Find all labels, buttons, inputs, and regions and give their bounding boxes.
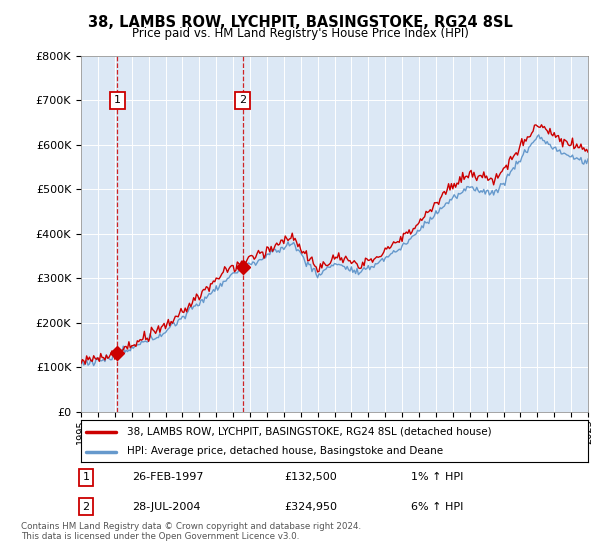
Text: £324,950: £324,950 <box>284 502 337 511</box>
Text: 2: 2 <box>83 502 89 511</box>
Text: 2: 2 <box>239 95 246 105</box>
Text: 38, LAMBS ROW, LYCHPIT, BASINGSTOKE, RG24 8SL: 38, LAMBS ROW, LYCHPIT, BASINGSTOKE, RG2… <box>88 15 512 30</box>
Bar <box>118 56 243 412</box>
Text: 1: 1 <box>114 95 121 105</box>
Text: 1% ↑ HPI: 1% ↑ HPI <box>410 473 463 482</box>
Text: 1: 1 <box>83 473 89 482</box>
Text: 26-FEB-1997: 26-FEB-1997 <box>132 473 203 482</box>
Text: 38, LAMBS ROW, LYCHPIT, BASINGSTOKE, RG24 8SL (detached house): 38, LAMBS ROW, LYCHPIT, BASINGSTOKE, RG2… <box>127 427 491 437</box>
Text: HPI: Average price, detached house, Basingstoke and Deane: HPI: Average price, detached house, Basi… <box>127 446 443 456</box>
Text: 6% ↑ HPI: 6% ↑ HPI <box>410 502 463 511</box>
Text: Price paid vs. HM Land Registry's House Price Index (HPI): Price paid vs. HM Land Registry's House … <box>131 27 469 40</box>
Text: 28-JUL-2004: 28-JUL-2004 <box>132 502 200 511</box>
Text: Contains HM Land Registry data © Crown copyright and database right 2024.
This d: Contains HM Land Registry data © Crown c… <box>21 522 361 542</box>
Text: £132,500: £132,500 <box>284 473 337 482</box>
